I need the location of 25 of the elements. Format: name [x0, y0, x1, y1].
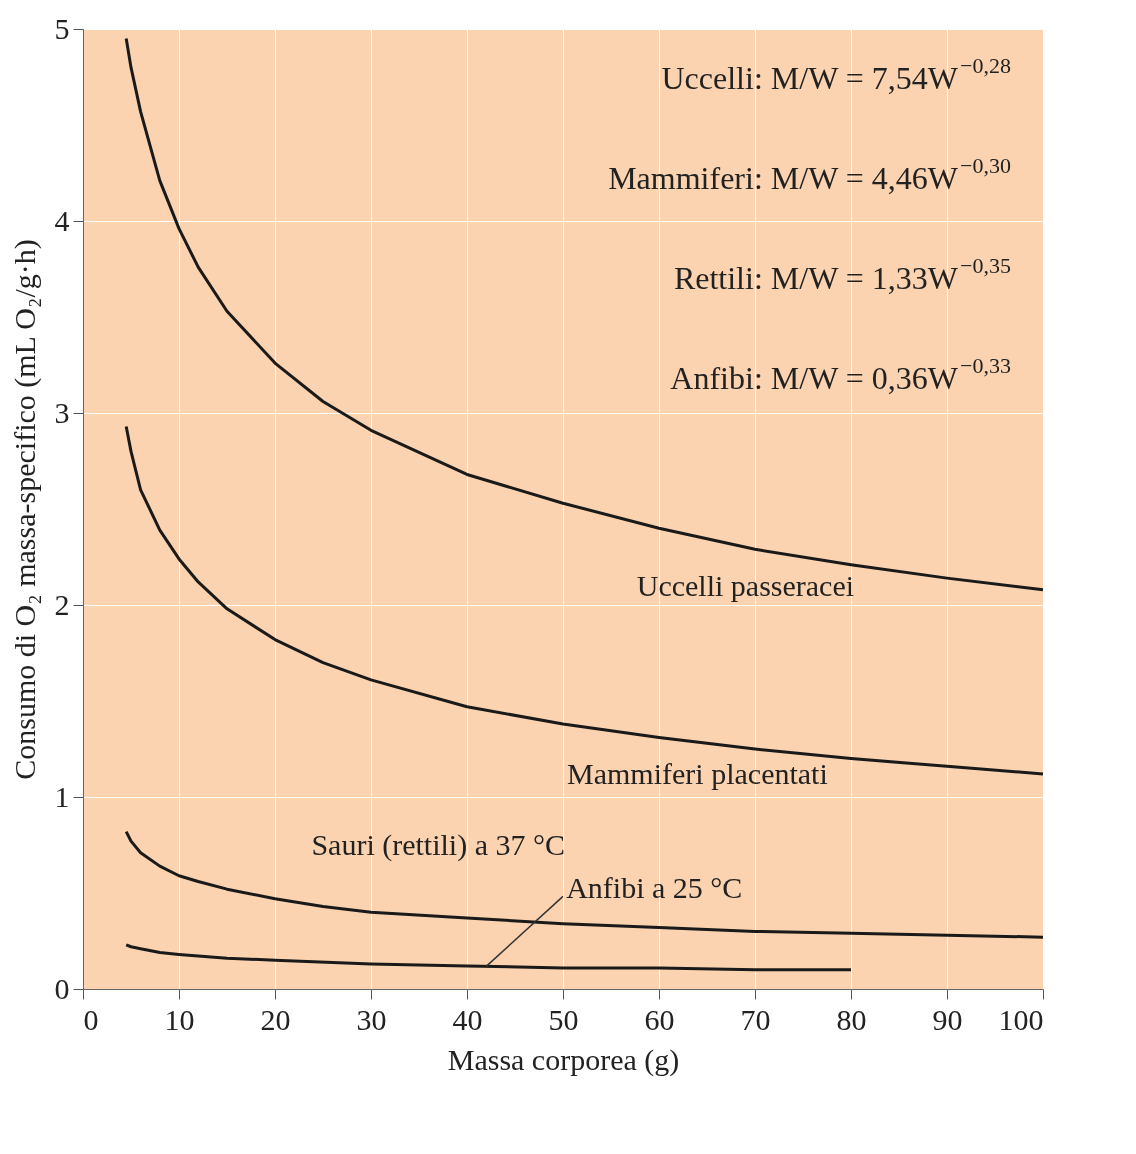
- series-label: Mammiferi placentati: [567, 757, 828, 791]
- y-tick-label: 1: [54, 779, 70, 813]
- x-axis-title: Massa corporea (g): [447, 1042, 680, 1077]
- y-tick-label: 4: [54, 203, 70, 237]
- x-tick-label: 20: [260, 1002, 291, 1036]
- y-tick-label: 5: [54, 11, 70, 45]
- y-tick-label: 3: [54, 395, 70, 429]
- series-label: Uccelli passeracei: [636, 569, 855, 603]
- x-tick-label: 50: [548, 1002, 579, 1036]
- x-tick-label: 100: [998, 1002, 1044, 1036]
- y-axis-title: Consumo di O₂ massa-specifico (mL O₂/g·h): [7, 239, 42, 780]
- y-tick-label: 2: [54, 587, 70, 621]
- x-tick-label: 80: [836, 1002, 867, 1036]
- x-tick-label: 0: [83, 1002, 99, 1036]
- x-tick-label: 60: [644, 1002, 675, 1036]
- x-tick-label: 70: [740, 1002, 771, 1036]
- x-tick-label: 30: [356, 1002, 387, 1036]
- line-series: [124, 943, 853, 972]
- text: Anfibi a 25 °C: [566, 871, 743, 905]
- series-label: Sauri (rettili) a 37 °C: [311, 828, 565, 863]
- x-tick-label: 40: [452, 1002, 483, 1036]
- x-tick-label: 10: [164, 1002, 195, 1036]
- line-series: [124, 830, 1045, 939]
- y-tick-label: 0: [54, 971, 70, 1005]
- x-tick-label: 90: [932, 1002, 963, 1036]
